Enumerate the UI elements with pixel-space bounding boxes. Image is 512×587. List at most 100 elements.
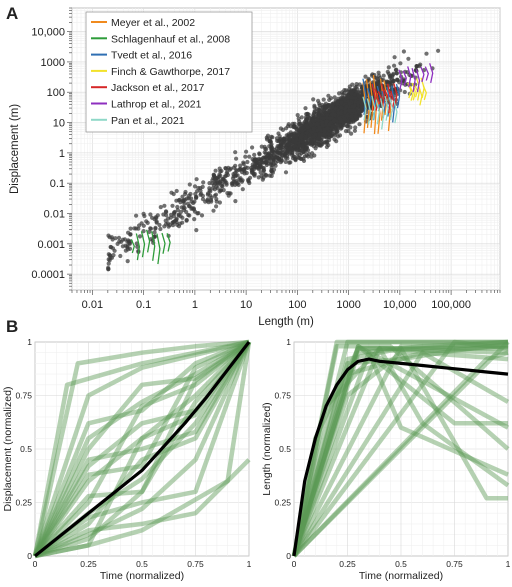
- data-point: [213, 192, 219, 197]
- data-point: [162, 203, 167, 208]
- fault-curve: [291, 344, 508, 558]
- data-point: [366, 76, 371, 81]
- grid-b-left: [34, 341, 250, 557]
- series-segment: [380, 98, 385, 130]
- fault-curve: [291, 346, 509, 557]
- data-point: [276, 131, 281, 136]
- series-segment: [140, 231, 146, 258]
- data-point: [194, 228, 199, 233]
- x-tick-label: 100: [288, 299, 306, 311]
- data-point: [223, 179, 228, 184]
- fault-curve: [292, 350, 509, 558]
- series-segment: [387, 83, 392, 114]
- y-tick-label: 1000: [41, 57, 65, 69]
- data-point: [324, 119, 329, 124]
- series-segment: [161, 232, 166, 254]
- series-segment: [384, 95, 389, 121]
- data-point: [342, 116, 347, 122]
- data-point: [304, 141, 309, 146]
- data-point: [349, 131, 354, 136]
- data-point: [214, 204, 219, 209]
- data-point: [237, 166, 243, 171]
- data-point: [184, 218, 189, 223]
- series-segment: [371, 95, 376, 121]
- data-point: [125, 244, 130, 249]
- data-point: [352, 128, 357, 133]
- legend-a: Meyer et al., 2002 Schlagenhauf et al., 2…: [85, 11, 253, 133]
- fault-curve: [33, 340, 251, 558]
- data-point: [252, 173, 257, 178]
- data-point: [324, 139, 329, 144]
- data-point: [326, 93, 331, 98]
- y-tick-label: 0: [27, 551, 32, 561]
- data-point: [120, 237, 125, 242]
- data-point: [290, 138, 295, 144]
- data-point: [401, 77, 406, 82]
- data-point: [344, 104, 349, 109]
- data-point: [401, 49, 406, 54]
- data-point: [325, 105, 330, 110]
- series-segment: [429, 63, 434, 84]
- fault-curve: [291, 346, 510, 557]
- mean-curve: [292, 357, 509, 557]
- series-segment: [362, 78, 367, 115]
- fault-curve: [32, 340, 251, 558]
- legend-entry: Schlagenhauf et al., 2008: [111, 33, 230, 45]
- data-point: [300, 125, 305, 130]
- data-point: [337, 116, 342, 121]
- data-point: [283, 145, 288, 150]
- data-point: [192, 199, 197, 204]
- data-point: [418, 62, 423, 67]
- y-tick-label: 0.0001: [31, 269, 65, 281]
- data-point: [180, 194, 185, 199]
- data-point: [170, 203, 175, 208]
- data-point: [161, 212, 166, 217]
- data-point: [115, 241, 120, 246]
- data-point: [240, 187, 245, 192]
- fault-curve: [34, 340, 251, 559]
- data-point: [247, 154, 252, 159]
- fault-curve: [32, 339, 250, 557]
- data-point: [310, 151, 315, 156]
- fault-curve: [292, 339, 509, 558]
- fault-curve: [33, 341, 252, 558]
- ticks-b-right: 0 0.25 0.5 0.75 1 0 0.25 0.5 0.75 1: [274, 337, 510, 569]
- data-point: [406, 56, 411, 61]
- data-point: [295, 113, 300, 118]
- data-point: [283, 159, 288, 164]
- data-point: [181, 199, 186, 204]
- panel-a-label: A: [6, 4, 18, 23]
- x-tick-label: 0: [292, 559, 297, 569]
- data-point: [256, 167, 261, 172]
- data-point: [141, 223, 146, 228]
- data-point: [317, 132, 322, 138]
- data-point: [320, 112, 325, 117]
- data-point: [211, 183, 216, 188]
- data-point: [394, 71, 399, 76]
- data-point: [283, 170, 289, 175]
- x-tick-label: 1: [192, 299, 198, 311]
- fault-curve: [291, 344, 509, 557]
- data-point: [282, 153, 287, 158]
- data-point: [148, 226, 154, 231]
- data-point: [186, 204, 192, 209]
- data-point: [173, 218, 178, 223]
- data-point: [271, 161, 276, 166]
- data-point: [339, 95, 344, 100]
- series-segment: [395, 83, 401, 109]
- fault-curve: [32, 339, 250, 557]
- data-point: [311, 118, 316, 124]
- data-point: [112, 248, 117, 253]
- data-point: [308, 138, 314, 143]
- data-point: [142, 213, 147, 219]
- data-point: [267, 173, 272, 178]
- data-point: [311, 113, 316, 118]
- data-point: [307, 133, 312, 138]
- data-point: [174, 198, 179, 203]
- data-point: [311, 97, 316, 102]
- data-point: [345, 95, 350, 100]
- data-point: [288, 146, 293, 151]
- data-point: [288, 150, 293, 155]
- ticks-b-left: 0 0.25 0.5 0.75 1 0 0.25 0.5 0.75 1: [15, 337, 251, 569]
- data-point: [312, 108, 317, 113]
